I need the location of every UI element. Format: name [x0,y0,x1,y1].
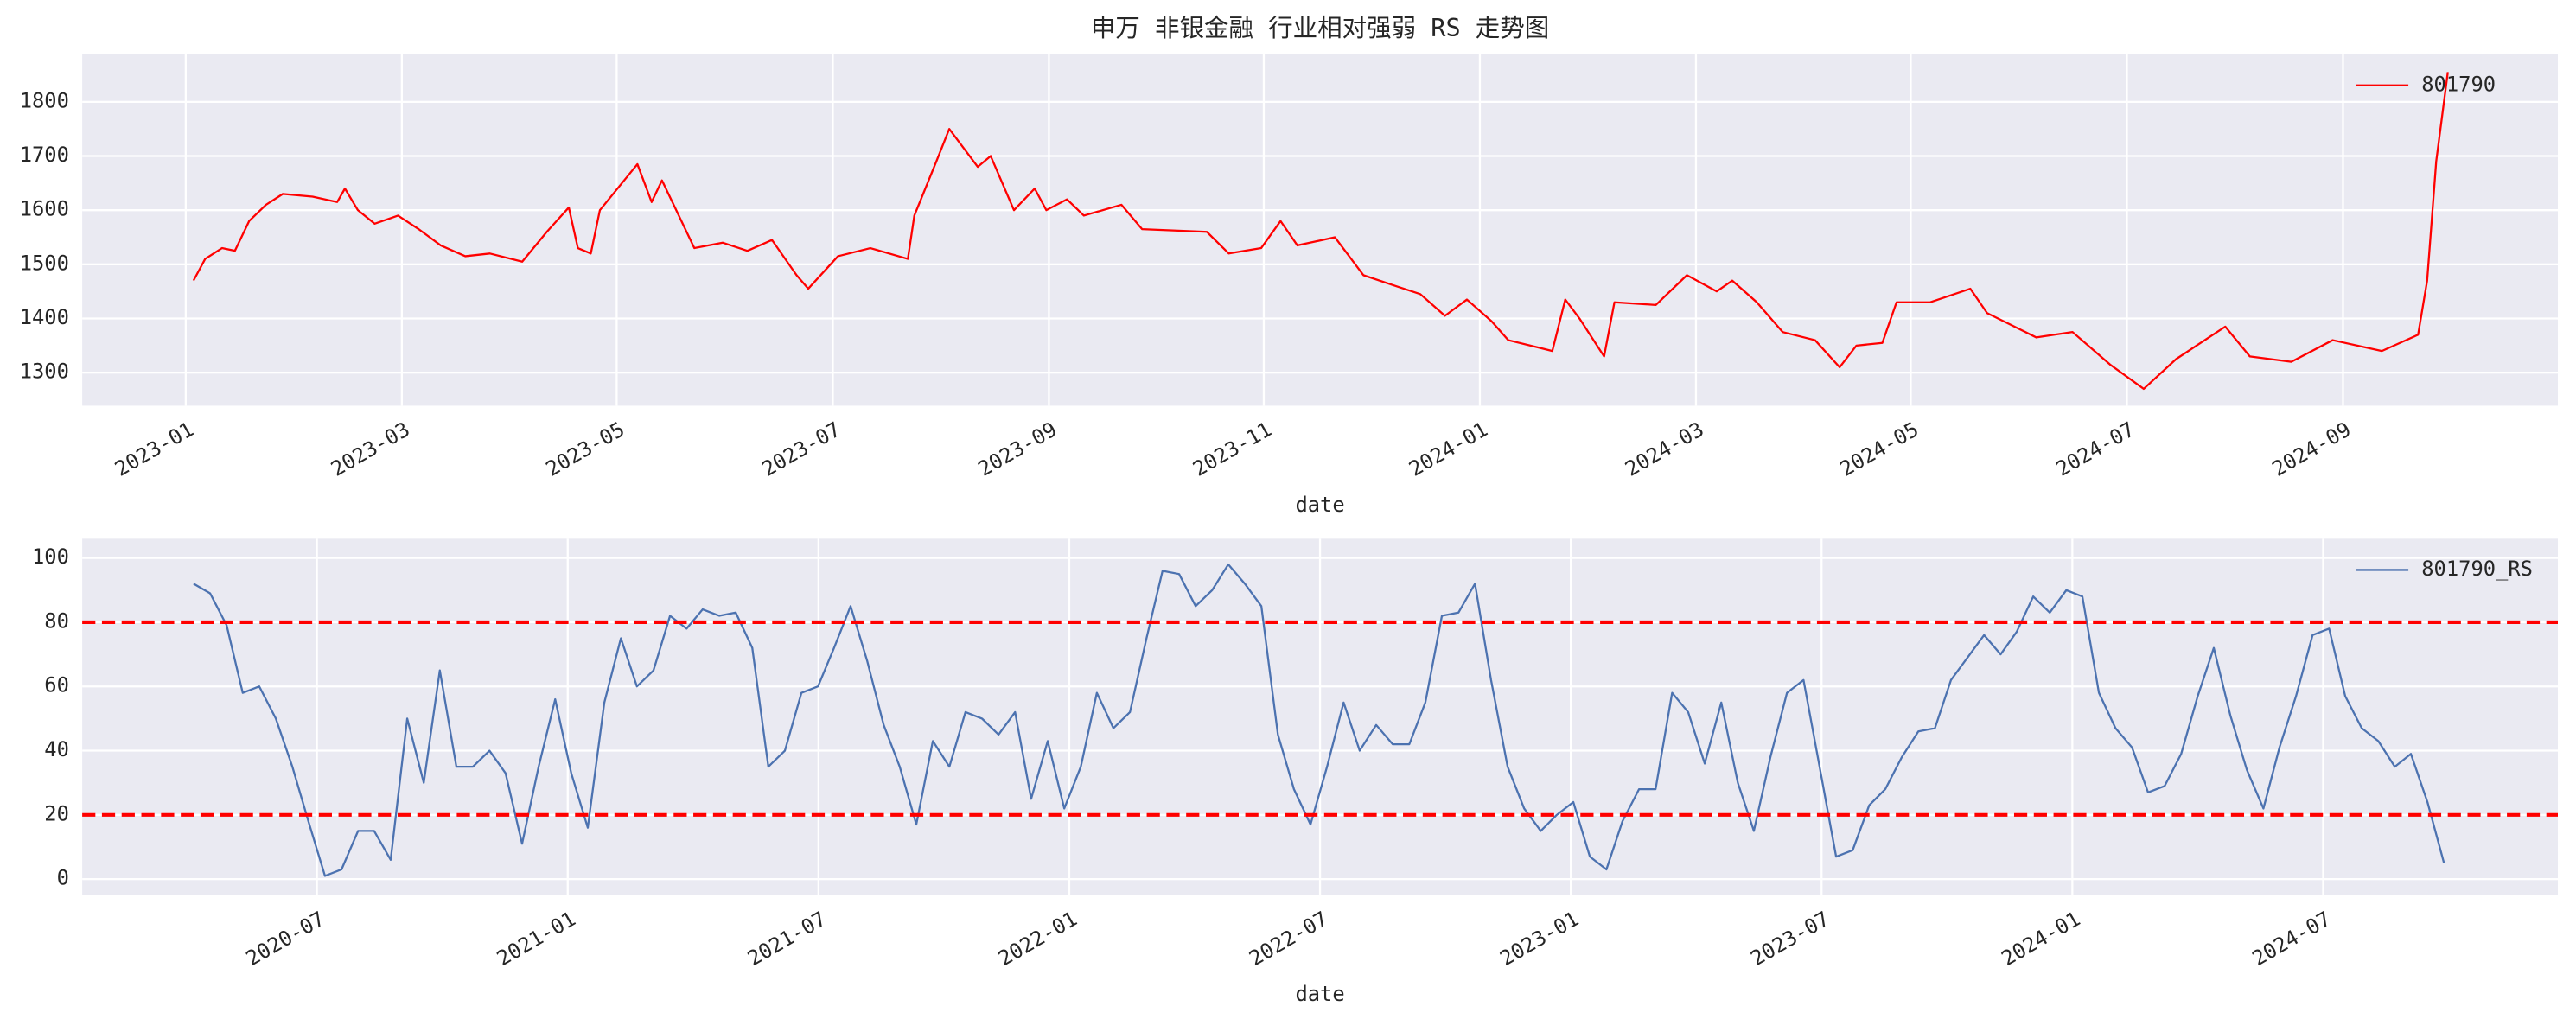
x-axis-label: date [1295,982,1344,1006]
x-tick-label: 2024-03 [1621,417,1708,481]
x-tick-label: 2024-07 [2052,417,2139,481]
x-tick-label: 2023-11 [1189,417,1276,481]
y-tick-label: 1600 [20,197,69,221]
x-tick-label: 2021-07 [743,907,831,971]
x-tick-label: 2023-03 [327,417,414,481]
y-tick-label: 1700 [20,143,69,167]
y-tick-label: 1800 [20,88,69,112]
legend-label: 801790_RS [2421,557,2533,581]
x-tick-label: 2023-01 [111,417,198,481]
x-tick-label: 2022-07 [1245,907,1332,971]
x-tick-label: 2023-09 [974,417,1062,481]
y-tick-label: 0 [57,866,69,890]
legend: 801790 [2356,72,2496,96]
line-series [193,563,2445,877]
x-tick-label: 2023-05 [542,417,629,481]
x-tick-label: 2023-07 [1746,907,1833,971]
legend-label: 801790 [2421,72,2496,96]
y-tick-label: 1400 [20,305,69,329]
y-tick-label: 100 [32,545,69,569]
y-tick-label: 20 [44,801,69,825]
x-tick-label: 2020-07 [242,907,329,971]
y-tick-label: 80 [44,608,69,633]
y-tick-label: 60 [44,673,69,697]
x-tick-label: 2024-01 [1998,907,2085,971]
x-tick-label: 2024-01 [1405,417,1492,481]
y-tick-label: 40 [44,737,69,761]
chart-title: 申万 非银金融 行业相对强弱 RS 走势图 [1091,14,1549,42]
x-axis-label: date [1295,493,1344,517]
x-tick-label: 2022-01 [994,907,1081,971]
plot-area [82,54,2558,406]
x-tick-label: 2024-09 [2268,417,2356,481]
x-tick-label: 2021-01 [493,907,580,971]
y-tick-label: 1500 [20,251,69,275]
line-series [192,72,2449,391]
x-tick-label: 2024-07 [2248,907,2336,971]
x-tick-label: 2023-07 [758,417,845,481]
x-tick-label: 2023-01 [1495,907,1583,971]
legend: 801790_RS [2356,557,2533,581]
x-tick-label: 2024-05 [1836,417,1923,481]
y-tick-label: 1300 [20,360,69,384]
